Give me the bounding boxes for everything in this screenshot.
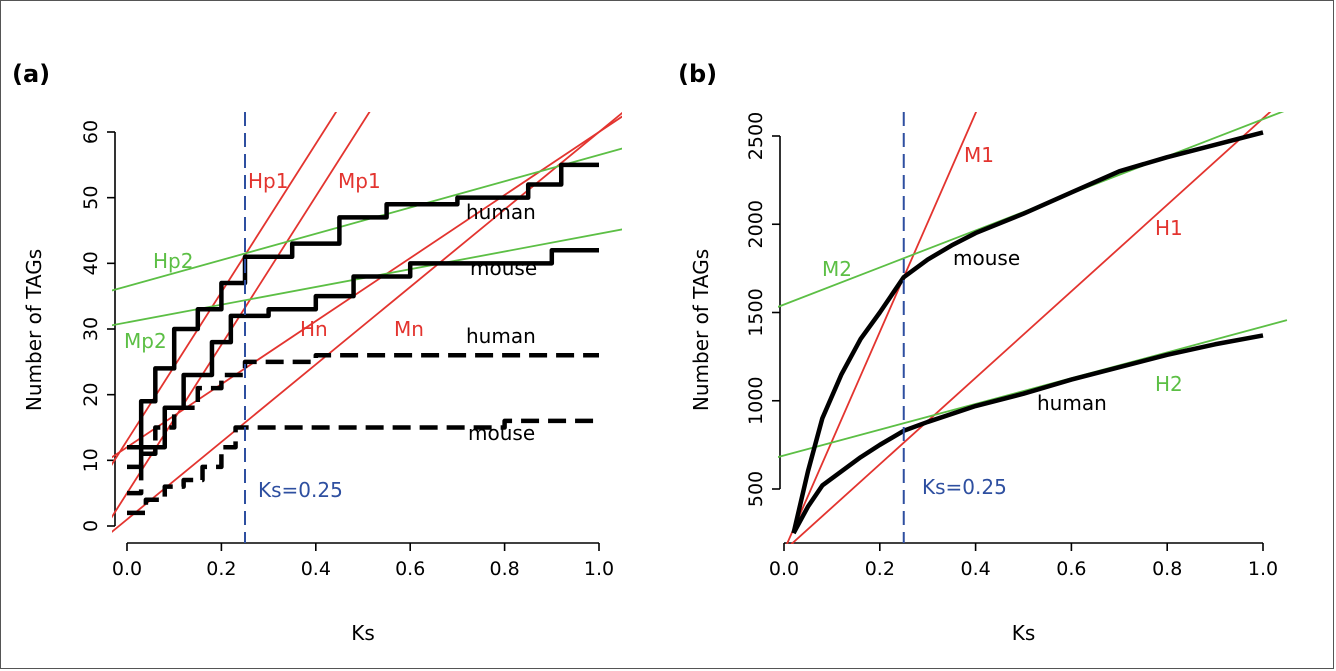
y-tick-label: 500: [745, 471, 767, 507]
fit-line-label: Hn: [300, 317, 328, 341]
x-tick-label: 0.2: [206, 558, 236, 580]
x-tick-label: 0.2: [865, 558, 895, 580]
series-label: mouse: [468, 421, 535, 445]
y-tick-label: 2000: [745, 200, 767, 248]
series-label: mouse: [953, 246, 1020, 270]
y-tick-label: 30: [80, 317, 102, 341]
x-tick-label: 1.0: [584, 558, 614, 580]
fit-line-label: Hp2: [153, 249, 193, 273]
plot-area: [778, 112, 1288, 544]
series-human-solid: [127, 162, 599, 450]
series-label: human: [466, 200, 536, 224]
x-tick-label: 0.8: [1152, 558, 1182, 580]
y-tick-label: 2500: [745, 112, 767, 160]
fit-line-mp1: [112, 112, 371, 519]
y-tick-label: 50: [80, 186, 102, 210]
x-axis-title: Ks: [1012, 621, 1036, 645]
x-tick-label: 0.4: [301, 558, 331, 580]
x-tick-label: 1.0: [1248, 558, 1278, 580]
series-mouse-dashed: [127, 418, 599, 516]
y-axis-title: Number of TAGs: [22, 249, 46, 411]
y-axis-title: Number of TAGs: [689, 249, 713, 411]
y-tick-label: 20: [80, 383, 102, 407]
fit-line-h1: [790, 112, 1272, 544]
y-tick-label: 1500: [745, 288, 767, 336]
y-tick-label: 0: [80, 520, 102, 532]
series-label: human: [466, 324, 536, 348]
panel-label: (b): [678, 60, 717, 88]
y-tick-label: 40: [80, 251, 102, 275]
fit-line-label: M1: [964, 143, 994, 167]
x-tick-label: 0.8: [489, 558, 519, 580]
fit-line-hp1: [112, 112, 338, 466]
series-label: human: [1037, 391, 1107, 415]
fit-line-label: Mp1: [338, 169, 381, 193]
fit-line-hn: [112, 115, 622, 459]
x-axis-title: Ks: [351, 621, 375, 645]
fit-line-hp2: [112, 147, 622, 292]
y-tick-label: 60: [80, 120, 102, 144]
fit-line-label: M2: [822, 257, 852, 281]
x-tick-label: 0.0: [112, 558, 142, 580]
fit-line-label: Hp1: [248, 169, 288, 193]
series-label: mouse: [470, 256, 537, 280]
y-tick-label: 10: [80, 448, 102, 472]
x-tick-label: 0.6: [395, 558, 425, 580]
panel-label: (a): [12, 60, 50, 88]
x-tick-label: 0.0: [769, 558, 799, 580]
cutoff-label: Ks=0.25: [922, 475, 1007, 499]
x-tick-label: 0.4: [960, 558, 990, 580]
x-tick-label: 0.6: [1056, 558, 1086, 580]
y-tick-label: 1000: [745, 377, 767, 425]
panel-a: (a) 0.0 0.2 0.4 0.6 0.8 1.0 0 10 20 30 40 50 60 Ks Numb…: [12, 60, 622, 645]
cutoff-label: Ks=0.25: [258, 478, 343, 502]
fit-line-m1: [785, 112, 978, 544]
panel-b: (b) 0.0 0.2 0.4 0.6 0.8 1.0 500 1000 1500 2000 2500…: [678, 60, 1288, 645]
fit-line-label: Mn: [394, 317, 424, 341]
series-human-solid: [791, 333, 1264, 535]
plot-area: [112, 112, 622, 533]
series-mouse-solid: [791, 130, 1264, 534]
fit-line-label: Mp2: [124, 329, 167, 353]
series-human-dashed: [127, 353, 599, 496]
fit-line-h2: [778, 319, 1288, 459]
fit-line-label: H2: [1155, 372, 1183, 396]
series-mouse-solid: [127, 247, 599, 470]
fit-line-label: H1: [1155, 216, 1183, 240]
